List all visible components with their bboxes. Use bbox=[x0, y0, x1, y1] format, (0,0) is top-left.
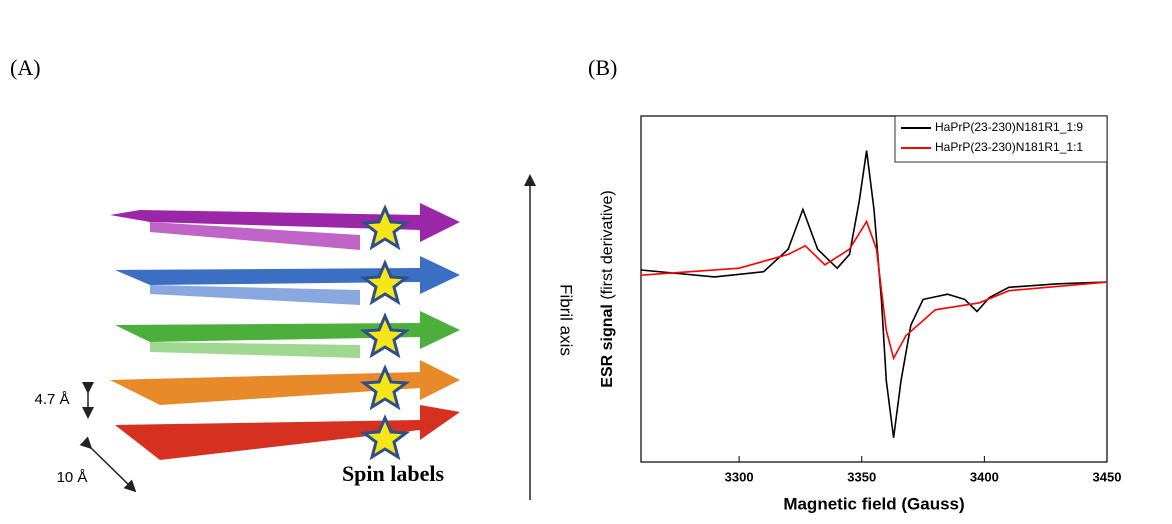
x-axis-label: Magnetic field (Gauss) bbox=[783, 494, 964, 513]
panel-label: (A) bbox=[10, 55, 41, 80]
spin-annotation: Spin labels bbox=[342, 461, 445, 486]
y-axis-label: ESR signal (first derivative) bbox=[599, 190, 616, 387]
x-tick-label: 3450 bbox=[1093, 469, 1122, 484]
y-axis-label-main: ESR signal bbox=[599, 304, 616, 388]
x-tick-label: 3400 bbox=[970, 469, 999, 484]
axis-annotation: Fibril axis bbox=[557, 284, 576, 356]
legend-label: HaPrP(23-230)N181R1_1:1 bbox=[935, 140, 1083, 154]
legend-box bbox=[894, 115, 1108, 163]
spacing-annotation: 4.7 Å bbox=[34, 391, 69, 408]
y-axis-label-note: (first derivative) bbox=[599, 190, 616, 299]
series-line bbox=[640, 219, 1108, 361]
plot-frame bbox=[640, 115, 1108, 463]
x-tick-label: 3350 bbox=[847, 469, 876, 484]
legend-label: HaPrP(23-230)N181R1_1:9 bbox=[935, 120, 1083, 134]
width-annotation: 10 Å bbox=[57, 469, 88, 486]
panel-label: (B) bbox=[588, 55, 617, 80]
x-tick-label: 3300 bbox=[725, 469, 754, 484]
chart: 3300 3350 3400 3450 Magnetic field (Gauss) ES… bbox=[599, 115, 1122, 513]
series-line bbox=[640, 150, 1108, 438]
strand-diagram bbox=[79, 174, 536, 500]
